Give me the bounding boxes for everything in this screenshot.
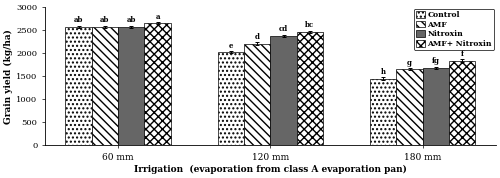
Bar (270, 36, 296, 145)
Y-axis label: Grain yield (kg/ha): Grain yield (kg/ha) (4, 29, 14, 124)
Bar (449, 61, 475, 145)
Bar (296, 32, 323, 145)
Legend: Control, AMF, Nitroxin, AMF+ Nitroxin: Control, AMF, Nitroxin, AMF+ Nitroxin (414, 9, 494, 50)
Bar (118, 27, 144, 145)
Bar (66, 27, 92, 145)
Text: fg: fg (432, 57, 440, 65)
Bar (144, 23, 171, 145)
Text: ab: ab (74, 16, 84, 24)
X-axis label: Irrigation  (evaporation from class A evaporation pan): Irrigation (evaporation from class A eva… (134, 165, 407, 174)
Bar (244, 44, 270, 145)
Bar (92, 27, 118, 145)
Text: d: d (255, 33, 260, 41)
Bar (370, 78, 396, 145)
Text: ab: ab (100, 16, 110, 24)
Bar (422, 68, 449, 145)
Text: a: a (156, 12, 160, 20)
Text: ab: ab (126, 16, 136, 24)
Bar (396, 69, 422, 145)
Bar (218, 52, 244, 145)
Text: cd: cd (279, 25, 288, 33)
Text: g: g (407, 59, 412, 67)
Text: f: f (460, 50, 464, 58)
Text: e: e (228, 41, 233, 49)
Text: bc: bc (306, 21, 314, 29)
Text: h: h (381, 68, 386, 76)
